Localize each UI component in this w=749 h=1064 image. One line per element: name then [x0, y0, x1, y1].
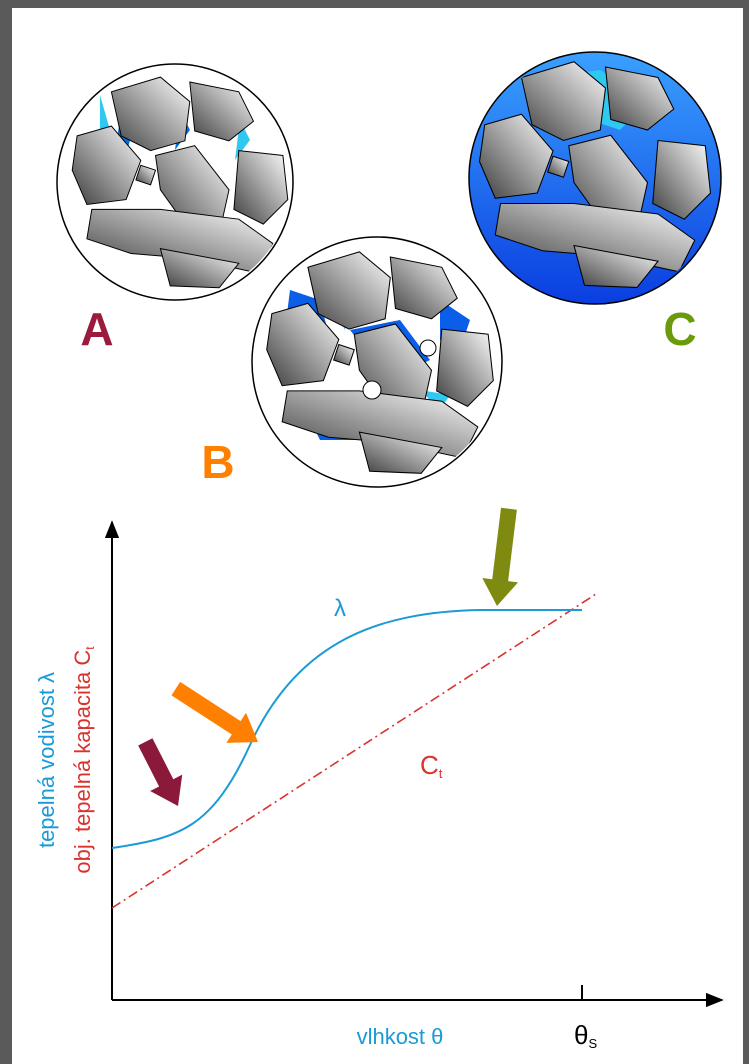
y-axis-label-main: obj. tepelná kapacita C — [70, 650, 95, 874]
page: {"diagram": { "samples": [ {"label": "A"… — [0, 0, 749, 1064]
y-axis-label: obj. tepelná kapacita Ct — [70, 646, 97, 874]
curve-label-sub: t — [439, 766, 443, 781]
sample-label: B — [201, 436, 234, 488]
saturation-label-sub: S — [588, 1036, 597, 1051]
sample-a — [57, 64, 293, 300]
curve-label-main: C — [420, 750, 439, 780]
sample-label: C — [663, 303, 696, 355]
saturation-label-main: θ — [574, 1020, 588, 1050]
curve-label: λ — [334, 595, 346, 622]
sample-label: A — [80, 303, 113, 355]
slide: A B C λ Ct tepelná vodivost λ obj. tepel… — [0, 0, 749, 1064]
x-axis-label: vlhkost θ — [357, 1024, 444, 1049]
sample-b — [252, 237, 502, 487]
sample-c — [469, 52, 721, 304]
y-axis-label: tepelná vodivost λ — [34, 672, 59, 848]
